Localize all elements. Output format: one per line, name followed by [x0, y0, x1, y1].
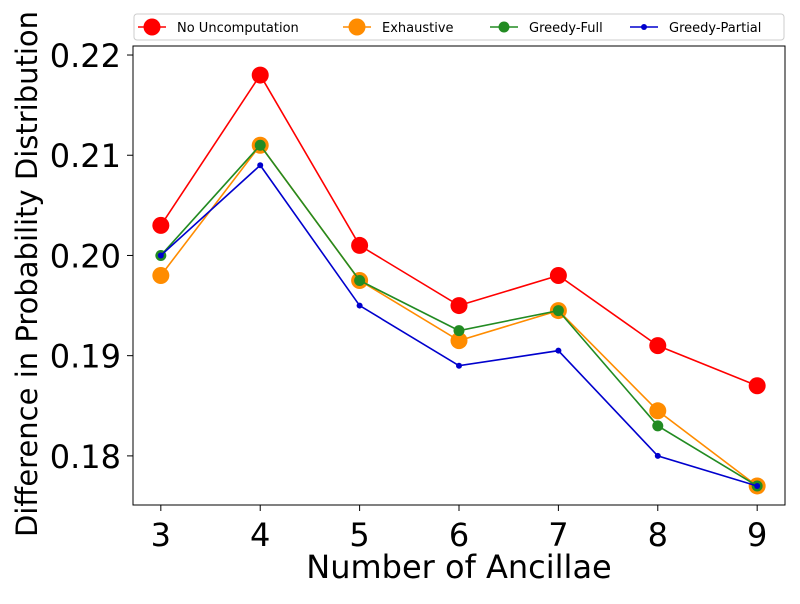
- series-group: [152, 66, 766, 495]
- legend: No Uncomputation Exhaustive Greedy-Full Gre…: [133, 13, 785, 41]
- data-point-no-uncomputation: [549, 267, 567, 284]
- data-point-no-uncomputation: [152, 216, 170, 234]
- axes-group: 3 4 5 6 7 8 9 0.18 0.19 0.20 0.21 0.22: [50, 37, 786, 554]
- series-exhaustive: [152, 136, 766, 495]
- legend-swatch-marker-no-uncomputation: [143, 18, 161, 36]
- data-point-no-uncomputation: [251, 66, 269, 84]
- data-point-greedy-full: [254, 139, 266, 151]
- x-tick-label: 9: [747, 516, 767, 554]
- y-tick-label: 0.22: [50, 37, 121, 75]
- x-tick-label: 5: [349, 516, 369, 554]
- data-point-greedy-partial: [456, 362, 462, 369]
- data-point-greedy-partial: [257, 162, 264, 169]
- series-line-exhaustive: [160, 143, 758, 487]
- legend-label-exhaustive: Exhaustive: [382, 21, 454, 36]
- data-point-no-uncomputation: [649, 337, 667, 355]
- data-point-greedy-partial: [356, 302, 363, 309]
- y-tick-label: 0.18: [50, 438, 121, 476]
- legend-swatch-marker-exhaustive: [348, 18, 366, 36]
- legend-swatch-marker-greedy-partial: [641, 24, 647, 30]
- data-point-no-uncomputation: [748, 377, 766, 395]
- data-point-greedy-full: [453, 325, 465, 337]
- x-tick-label: 4: [250, 516, 270, 554]
- series-line-greedy-full: [160, 143, 758, 487]
- x-axis-label: Number of Ancillae: [306, 548, 611, 586]
- series-no-uncomputation: [152, 66, 766, 395]
- data-point-greedy-partial: [654, 452, 661, 459]
- data-point-exhaustive: [152, 267, 170, 284]
- data-point-exhaustive: [649, 402, 667, 420]
- legend-label-greedy-partial: Greedy-Partial: [669, 21, 761, 36]
- data-point-greedy-partial: [754, 482, 761, 489]
- series-greedy-full: [155, 139, 763, 492]
- legend-label-greedy-full: Greedy-Full: [529, 21, 603, 36]
- legend-swatch-marker-greedy-full: [498, 21, 510, 33]
- data-point-greedy-full: [652, 420, 664, 432]
- x-tick-label: 7: [548, 516, 568, 554]
- y-tick-label: 0.21: [50, 137, 121, 175]
- data-point-greedy-partial: [555, 347, 562, 354]
- plot-frame: [132, 45, 786, 506]
- x-tick-label: 6: [449, 516, 469, 554]
- data-point-greedy-full: [552, 305, 564, 317]
- legend-label-no-uncomputation: No Uncomputation: [177, 21, 299, 36]
- legend-frame: [133, 13, 785, 41]
- data-point-greedy-full: [354, 275, 366, 287]
- data-point-no-uncomputation: [351, 236, 369, 254]
- x-tick-label: 8: [648, 516, 668, 554]
- y-axis-label: Difference in Probability Distribution: [10, 11, 44, 537]
- series-greedy-partial: [157, 162, 761, 489]
- y-tick-label: 0.19: [50, 338, 121, 376]
- x-tick-label: 3: [151, 516, 171, 554]
- data-point-greedy-partial: [157, 252, 164, 259]
- y-tick-label: 0.20: [50, 237, 121, 275]
- data-point-exhaustive: [450, 332, 468, 350]
- data-point-no-uncomputation: [450, 297, 468, 315]
